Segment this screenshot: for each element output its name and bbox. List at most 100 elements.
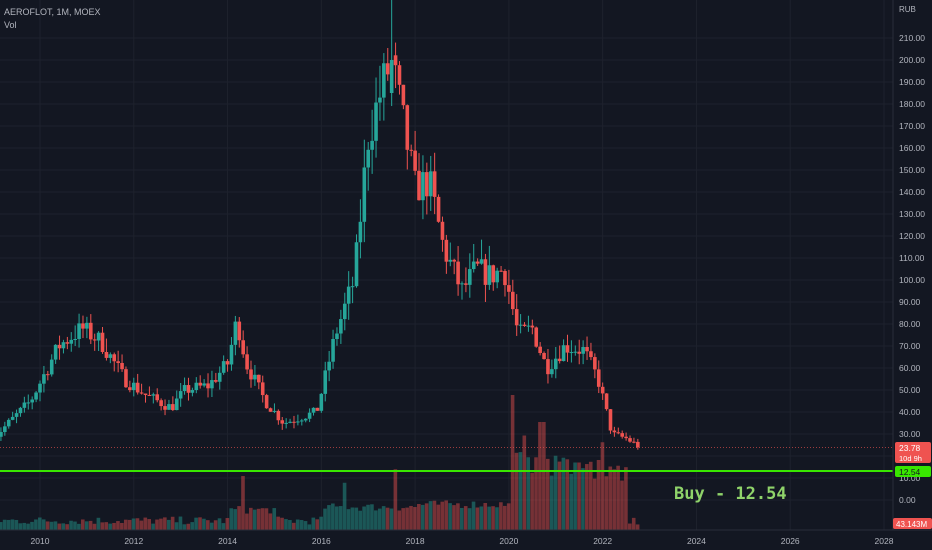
candle-body [577,351,582,354]
volume-bar [409,505,413,530]
candle [260,375,265,403]
candle [88,314,93,345]
candle [432,152,437,215]
volume-bar [456,503,460,530]
volume-bar [147,519,152,530]
candle-body [632,441,636,443]
candle [237,317,242,348]
price-tick-label: 210.00 [899,33,925,43]
volume-bars [0,395,640,530]
candle [249,360,253,388]
volume-bar [315,519,320,530]
volume-bar [206,520,210,530]
candle [362,139,367,243]
candle-body [257,374,261,383]
candle-body [53,344,58,360]
volume-bar [260,508,265,530]
current-price-value: 23.78 [899,443,921,453]
volume-bar [401,508,405,530]
volume-bar [166,519,171,530]
candle-body [596,369,601,387]
volume-bar [475,507,480,530]
price-tick-label: 110.00 [899,253,925,263]
candle [299,418,304,426]
candle-body [495,270,499,283]
buy-level-value: 12.54 [899,467,921,477]
candle [206,373,210,398]
candle-body [342,303,347,320]
candle [405,104,410,170]
candle-body [581,347,585,354]
volume-bar [268,513,273,530]
candle-body [510,291,515,310]
candle-body [460,283,464,285]
candle [436,194,441,223]
volume-bar [471,501,476,530]
volume-bar [600,442,605,530]
candle [495,267,499,289]
candle [217,366,222,390]
candle [389,0,394,107]
volume-bar [424,503,429,530]
candle [214,372,218,384]
candle [296,414,300,426]
candle [311,407,316,416]
candle [151,392,156,404]
candle-body [569,352,574,354]
candle [522,322,527,327]
candle [147,386,152,396]
candle [190,387,195,397]
volume-bar [38,517,42,530]
volume-bar [272,508,277,530]
candle [124,366,128,388]
candle-body [346,286,351,304]
volume-bar [487,506,491,530]
candle [163,399,167,416]
candle-body [73,339,77,341]
candle-body [475,261,480,264]
volume-bar [569,473,574,530]
candle [139,383,144,395]
symbol-title[interactable]: AEROFLOT, 1M, MOEX [4,7,101,17]
volume-bar [612,469,616,530]
candle-body [428,171,433,197]
candle-body [260,382,265,396]
candle-body [522,324,527,326]
candle [585,336,589,360]
candle-body [92,339,97,341]
volume-bar [518,452,523,530]
volume-bar [596,459,601,530]
candle-body [182,385,187,392]
candle-body [327,361,331,371]
candle [73,325,77,346]
candle [10,411,15,421]
volume-bar [123,519,128,530]
volume-bar [327,505,331,530]
volume-bar [159,518,163,530]
candle [182,377,187,395]
candle [628,435,632,443]
candle [323,361,328,402]
volume-bar [96,517,101,530]
candle-body [444,239,449,262]
candle-body [26,402,31,404]
candle [499,265,503,273]
candle-body [57,344,62,349]
volume-bar [588,461,593,530]
candle-body [483,259,488,285]
candle-body [487,265,492,285]
volume-bar [213,520,218,530]
candle-body [206,383,210,389]
candle [210,370,214,398]
candle [483,253,488,302]
volume-bar [53,521,58,530]
volume-indicator-label[interactable]: Vol [4,20,17,30]
chart-legend: AEROFLOT, 1M, MOEX Vol [4,6,101,32]
volume-bar [10,519,15,530]
volume-bar [252,509,257,530]
candle [593,353,597,379]
candle-body [81,323,85,329]
price-tick-label: 70.00 [899,341,921,351]
candle [425,162,429,215]
